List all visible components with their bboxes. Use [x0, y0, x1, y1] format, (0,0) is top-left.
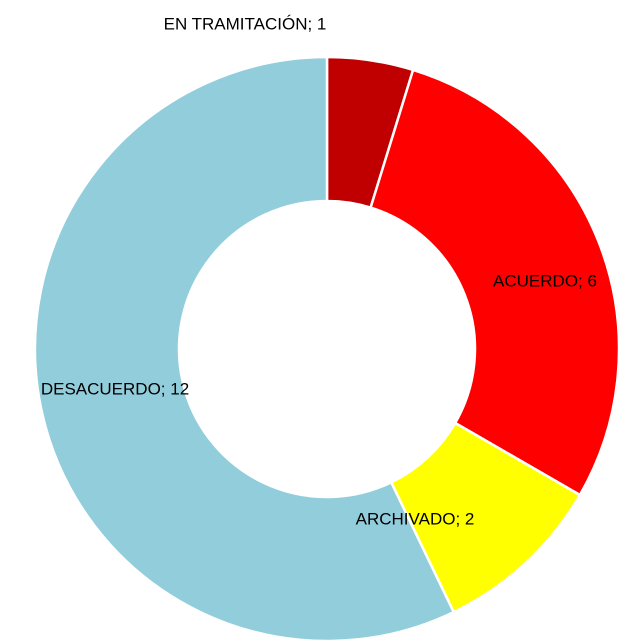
- data-label: ARCHIVADO; 2: [356, 509, 475, 528]
- donut-slice: [33, 55, 456, 642]
- data-label: EN TRAMITACIÓN; 1: [164, 14, 327, 33]
- data-label: DESACUERDO; 12: [41, 379, 189, 398]
- data-label: ACUERDO; 6: [493, 271, 597, 290]
- donut-slice: [369, 68, 618, 497]
